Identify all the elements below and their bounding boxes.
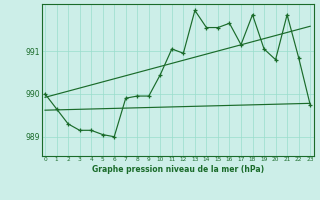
X-axis label: Graphe pression niveau de la mer (hPa): Graphe pression niveau de la mer (hPa) (92, 165, 264, 174)
